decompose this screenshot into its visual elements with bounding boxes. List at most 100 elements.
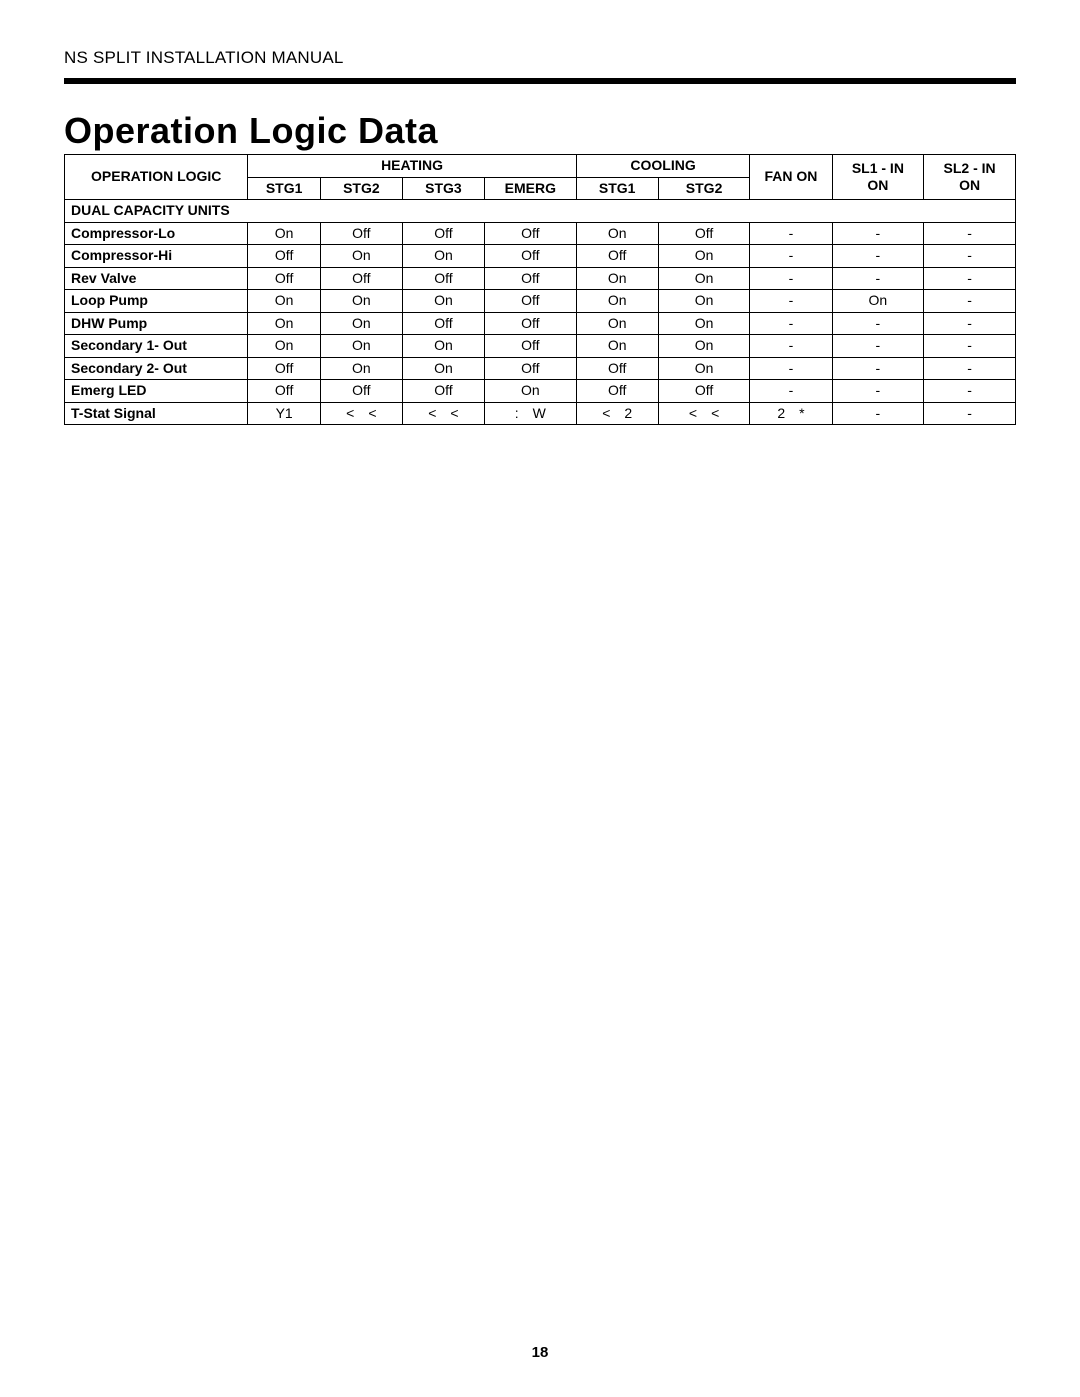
- section-label: DUAL CAPACITY UNITS: [65, 200, 1016, 223]
- data-cell: On: [576, 267, 658, 290]
- data-cell: < <: [402, 402, 484, 425]
- data-cell: : W: [484, 402, 576, 425]
- row-label: Rev Valve: [65, 267, 248, 290]
- th-heating-emerg: EMERG: [484, 177, 576, 200]
- data-cell: On: [658, 290, 750, 313]
- data-cell: -: [832, 335, 924, 358]
- data-cell: On: [658, 267, 750, 290]
- data-cell: Off: [248, 245, 320, 268]
- th-sl2: SL2 - IN ON: [924, 155, 1016, 200]
- data-cell: On: [484, 380, 576, 403]
- data-cell: Off: [576, 245, 658, 268]
- th-sl1: SL1 - IN ON: [832, 155, 924, 200]
- data-cell: On: [248, 290, 320, 313]
- doc-header: NS SPLIT INSTALLATION MANUAL: [64, 48, 1016, 68]
- th-fan-line1: FAN ON: [756, 168, 825, 186]
- data-cell: Off: [484, 267, 576, 290]
- data-cell: On: [576, 222, 658, 245]
- data-cell: -: [750, 380, 832, 403]
- data-cell: Off: [484, 335, 576, 358]
- data-cell: -: [750, 357, 832, 380]
- table-row: Rev ValveOffOffOffOffOnOn---: [65, 267, 1016, 290]
- th-sl1-line1: SL1 - IN: [839, 160, 918, 178]
- data-cell: -: [924, 290, 1016, 313]
- data-cell: -: [924, 222, 1016, 245]
- data-cell: Off: [402, 222, 484, 245]
- data-cell: On: [402, 357, 484, 380]
- section-title: Operation Logic Data: [64, 110, 1016, 152]
- data-cell: Off: [576, 357, 658, 380]
- data-cell: On: [402, 335, 484, 358]
- data-cell: Off: [484, 245, 576, 268]
- data-cell: Off: [484, 357, 576, 380]
- data-cell: < <: [658, 402, 750, 425]
- data-cell: Off: [320, 380, 402, 403]
- header-rule: [64, 78, 1016, 84]
- data-cell: 2 *: [750, 402, 832, 425]
- row-label: Secondary 1- Out: [65, 335, 248, 358]
- data-cell: Off: [402, 267, 484, 290]
- data-cell: -: [924, 335, 1016, 358]
- data-cell: Off: [484, 312, 576, 335]
- th-heating-stg2: STG2: [320, 177, 402, 200]
- table-header-row-1: OPERATION LOGIC HEATING COOLING FAN ON S…: [65, 155, 1016, 178]
- data-cell: -: [750, 267, 832, 290]
- data-cell: On: [320, 312, 402, 335]
- th-fan-on: FAN ON: [750, 155, 832, 200]
- data-cell: -: [832, 357, 924, 380]
- row-label: Loop Pump: [65, 290, 248, 313]
- th-sl2-line2: ON: [930, 177, 1009, 195]
- section-row: DUAL CAPACITY UNITS: [65, 200, 1016, 223]
- data-cell: -: [832, 245, 924, 268]
- data-cell: On: [248, 222, 320, 245]
- row-label: Compressor-Hi: [65, 245, 248, 268]
- data-cell: Off: [402, 380, 484, 403]
- data-cell: On: [658, 312, 750, 335]
- data-cell: Y1: [248, 402, 320, 425]
- data-cell: On: [402, 245, 484, 268]
- table-row: T-Stat SignalY1< << <: W< 2< <2 *--: [65, 402, 1016, 425]
- data-cell: Off: [658, 380, 750, 403]
- data-cell: -: [750, 245, 832, 268]
- data-cell: -: [832, 222, 924, 245]
- table-row: Compressor-LoOnOffOffOffOnOff---: [65, 222, 1016, 245]
- data-cell: Off: [248, 380, 320, 403]
- data-cell: On: [248, 335, 320, 358]
- operation-logic-table: OPERATION LOGIC HEATING COOLING FAN ON S…: [64, 154, 1016, 425]
- data-cell: Off: [484, 222, 576, 245]
- table-body: DUAL CAPACITY UNITS Compressor-LoOnOffOf…: [65, 200, 1016, 425]
- row-label: Compressor-Lo: [65, 222, 248, 245]
- row-label: T-Stat Signal: [65, 402, 248, 425]
- th-cooling-stg2: STG2: [658, 177, 750, 200]
- data-cell: Off: [402, 312, 484, 335]
- th-cooling-group: COOLING: [576, 155, 750, 178]
- data-cell: -: [924, 402, 1016, 425]
- data-cell: On: [320, 245, 402, 268]
- data-cell: -: [832, 267, 924, 290]
- data-cell: On: [658, 357, 750, 380]
- data-cell: Off: [658, 222, 750, 245]
- data-cell: Off: [576, 380, 658, 403]
- th-operation-logic: OPERATION LOGIC: [65, 155, 248, 200]
- table-row: DHW PumpOnOnOffOffOnOn---: [65, 312, 1016, 335]
- data-cell: -: [924, 267, 1016, 290]
- data-cell: -: [750, 222, 832, 245]
- data-cell: On: [320, 357, 402, 380]
- data-cell: On: [320, 335, 402, 358]
- data-cell: < <: [320, 402, 402, 425]
- data-cell: On: [320, 290, 402, 313]
- data-cell: -: [924, 245, 1016, 268]
- data-cell: On: [248, 312, 320, 335]
- data-cell: -: [924, 380, 1016, 403]
- data-cell: -: [924, 357, 1016, 380]
- row-label: DHW Pump: [65, 312, 248, 335]
- data-cell: Off: [320, 267, 402, 290]
- th-cooling-stg1: STG1: [576, 177, 658, 200]
- data-cell: -: [832, 402, 924, 425]
- th-sl1-line2: ON: [839, 177, 918, 195]
- table-row: Emerg LEDOffOffOffOnOffOff---: [65, 380, 1016, 403]
- table-row: Loop PumpOnOnOnOffOnOn-On-: [65, 290, 1016, 313]
- table-row: Secondary 1- OutOnOnOnOffOnOn---: [65, 335, 1016, 358]
- data-cell: -: [750, 312, 832, 335]
- data-cell: On: [576, 290, 658, 313]
